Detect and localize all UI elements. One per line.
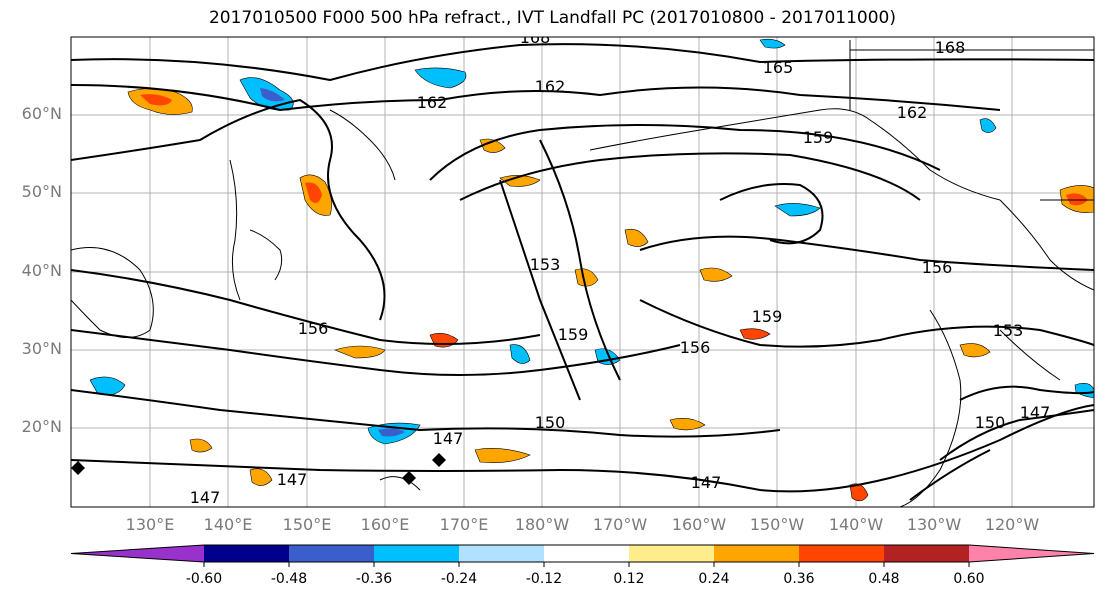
lon-label: 160°W — [671, 515, 727, 534]
markers — [71, 453, 446, 485]
lon-label: 140°W — [828, 515, 884, 534]
colorbar-segment — [714, 545, 799, 562]
lon-label: 150°W — [749, 515, 805, 534]
lon-label: 170°E — [439, 515, 489, 534]
lon-label: 170°W — [592, 515, 648, 534]
contour-label: 165 — [763, 58, 794, 77]
map-title: 2017010500 F000 500 hPa refract., IVT La… — [208, 8, 896, 28]
lon-label: 130°W — [906, 515, 962, 534]
contour-label: 153 — [993, 321, 1024, 340]
contour-label: 156 — [298, 319, 329, 338]
contour-label: 162 — [417, 93, 448, 112]
contour-label: 168 — [935, 38, 966, 57]
colorbar-tick-label: -0.12 — [525, 571, 563, 587]
lat-label: 50°N — [21, 182, 62, 201]
colorbar-tick-label: 0.36 — [783, 571, 815, 587]
colorbar-segment — [799, 545, 884, 562]
colorbar-tick-label: -0.24 — [440, 571, 478, 587]
contour-label: 147 — [433, 429, 464, 448]
colorbar-tick-label: -0.48 — [270, 571, 308, 587]
lon-label: 160°E — [360, 515, 410, 534]
anomaly-shading — [89, 38, 1094, 502]
height-contours — [71, 43, 1094, 501]
contour-label: 150 — [975, 413, 1006, 432]
colorbar-segment — [544, 545, 629, 562]
contour-label: 147 — [1020, 403, 1051, 422]
colorbar-segment — [969, 545, 1094, 562]
colorbar-segment — [374, 545, 459, 562]
colorbar-segment — [289, 545, 374, 562]
lat-label: 60°N — [21, 104, 62, 123]
contour-label: 147 — [277, 470, 308, 489]
contour-labels: 168 168 165 162 162 162 159 159 159 156 … — [190, 28, 1051, 507]
contour-label: 150 — [535, 413, 566, 432]
contour-label: 156 — [922, 258, 953, 277]
colorbar-tick-label: -0.36 — [355, 571, 393, 587]
contour-label: 168 — [520, 28, 551, 47]
contour-label: 147 — [190, 488, 221, 507]
lon-label: 150°E — [282, 515, 332, 534]
colorbar-segment — [459, 545, 544, 562]
contour-label: 159 — [752, 307, 783, 326]
contour-label: 159 — [558, 325, 589, 344]
colorbar-tick-label: 0.12 — [613, 571, 645, 587]
lon-label: 140°E — [203, 515, 253, 534]
lon-label: 130°E — [125, 515, 175, 534]
contour-label: 159 — [803, 128, 834, 147]
lon-label: 180°W — [514, 515, 570, 534]
contour-label: 153 — [530, 255, 561, 274]
lat-label: 30°N — [21, 339, 62, 358]
contour-label: 162 — [897, 103, 928, 122]
colorbar-tick-label: 0.24 — [698, 571, 730, 587]
colorbar-segment — [71, 545, 204, 562]
colorbar-tick-label: 0.48 — [868, 571, 900, 587]
map-frame — [70, 36, 1095, 508]
lat-label: 20°N — [21, 417, 62, 436]
lat-label: 40°N — [21, 261, 62, 280]
contour-label: 147 — [691, 473, 722, 492]
colorbar-segment — [884, 545, 969, 562]
colorbar-tick-label: 0.60 — [953, 571, 985, 587]
contour-label: 156 — [680, 338, 711, 357]
colorbar-segment — [204, 545, 289, 562]
colorbar-segment — [629, 545, 714, 562]
lon-label: 120°W — [984, 515, 1040, 534]
colorbar-segments — [70, 544, 1095, 563]
colorbar-ticks — [203, 562, 970, 567]
contour-label: 162 — [535, 77, 566, 96]
colorbar-tick-label: -0.60 — [185, 571, 223, 587]
